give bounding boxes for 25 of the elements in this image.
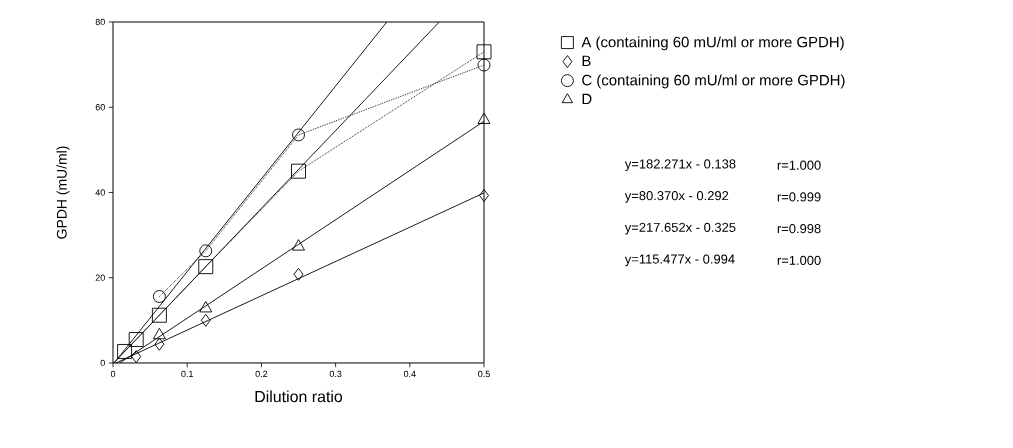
text: r=0.998 (777, 224, 821, 234)
text: r=1.000 (777, 255, 821, 265)
y-tick-label: 40 (95, 189, 105, 196)
x-tick-label: 0 (110, 370, 116, 378)
x-tick-label: 0.4 (403, 370, 416, 378)
text: y=115.477x - 0.994 (624, 254, 735, 267)
x-axis-title: Dilution ratio (255, 390, 343, 403)
y-tick-label: 0 (100, 359, 105, 367)
legend-label: D (582, 93, 592, 105)
legend-label: A (containing 60 mU/ml or more GPDH) (581, 36, 844, 51)
x-tick-label: 0.3 (329, 370, 342, 378)
text: r=1.000 (777, 160, 821, 170)
y-tick-label: 80 (95, 18, 105, 26)
text: y=80.370x - 0.292 (624, 191, 729, 203)
x-tick-label: 0.2 (255, 370, 268, 378)
text: y=182.271x - 0.138 (624, 159, 736, 172)
y-tick-label: 20 (95, 274, 105, 281)
x-tick-label: 0.1 (181, 370, 193, 378)
x-tick-label: 0.5 (478, 370, 490, 378)
y-tick-label: 60 (95, 104, 105, 111)
legend-label: B (582, 55, 591, 66)
legend-label: C (containing 60 mU/ml or more GPDH) (582, 74, 845, 89)
y-axis-title: GPDH (mU/ml) (56, 146, 70, 239)
text: r=0.999 (777, 192, 821, 202)
text: y=217.652x - 0.325 (624, 222, 736, 235)
